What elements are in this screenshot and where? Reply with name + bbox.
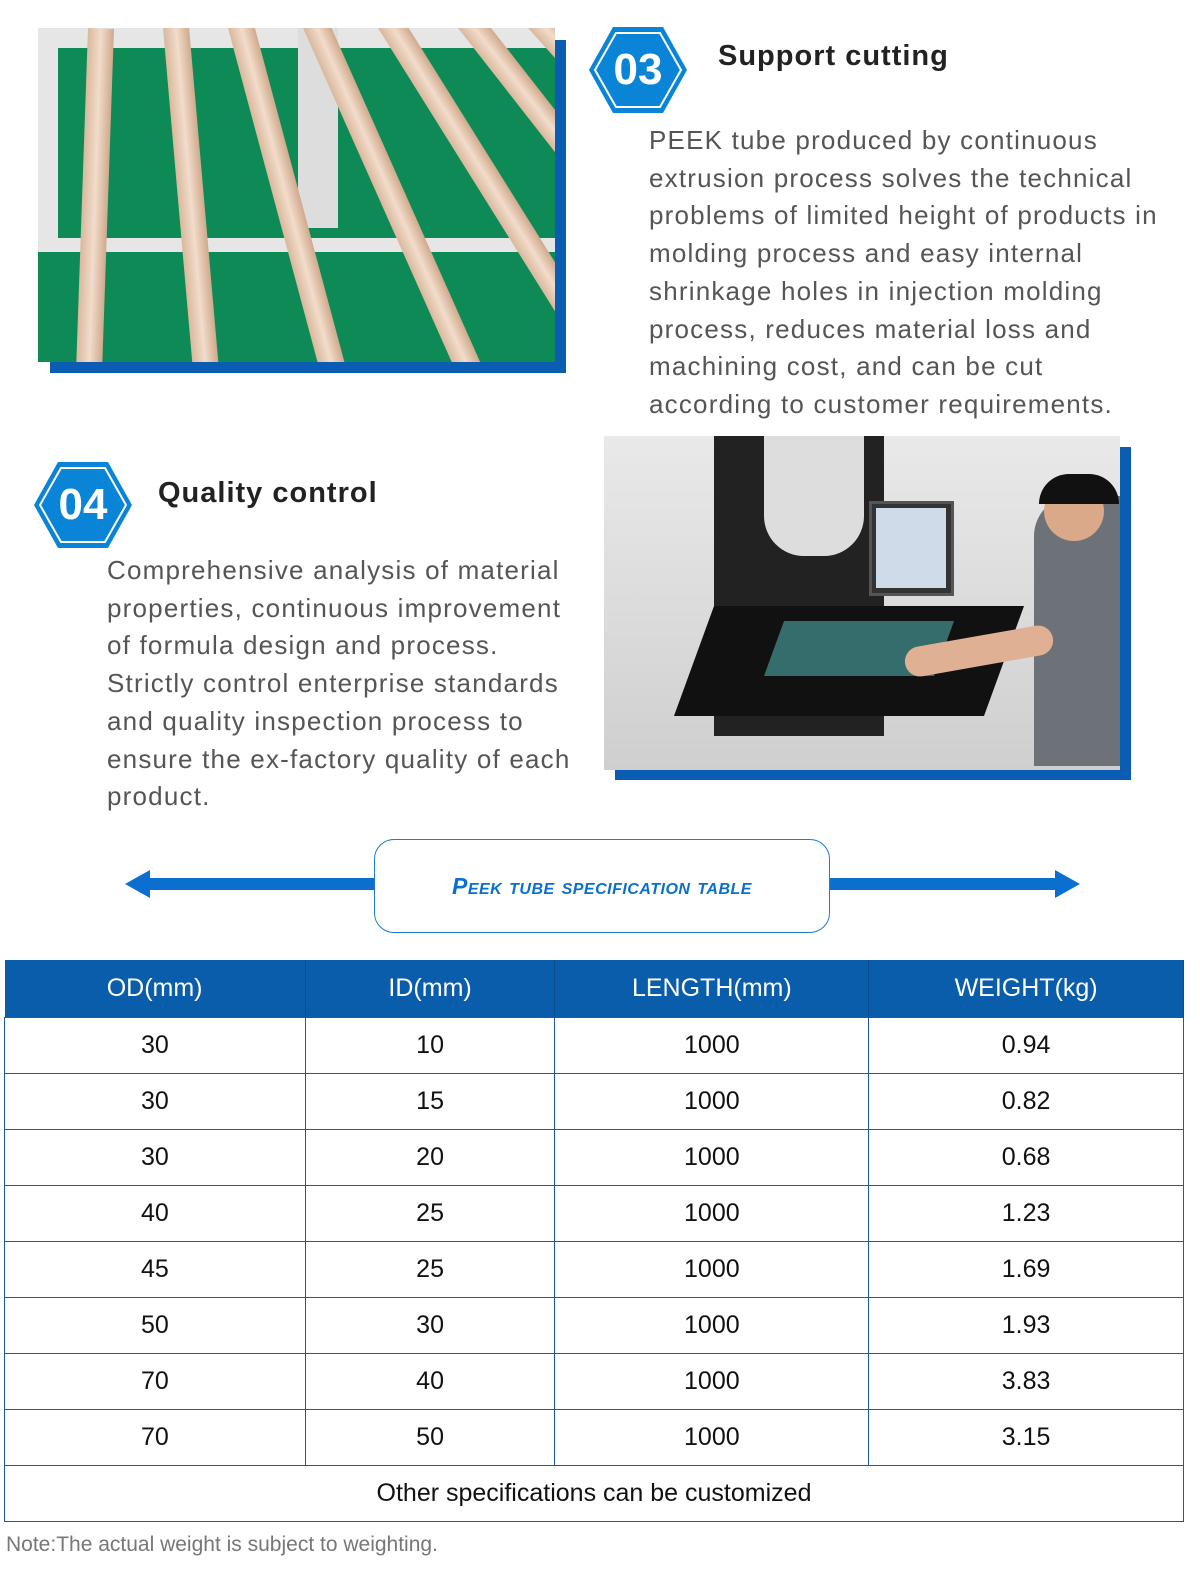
spec-table-title: Peek tube specification table <box>374 839 830 933</box>
table-cell: 3.83 <box>868 1352 1184 1410</box>
table-cell: 45 <box>4 1240 306 1298</box>
column-header: WEIGHT(kg) <box>868 960 1184 1017</box>
section-title: Support cutting <box>718 40 949 72</box>
table-row: 70 40 1000 3.83 <box>4 1352 1184 1410</box>
weight-note: Note:The actual weight is subject to wei… <box>6 1533 438 1556</box>
table-cell: 15 <box>304 1072 556 1130</box>
column-header: LENGTH(mm) <box>554 960 870 1017</box>
table-row: 30 15 1000 0.82 <box>4 1072 1184 1130</box>
table-cell: 70 <box>4 1352 306 1410</box>
section-number: 03 <box>613 45 663 94</box>
table-cell: 1.69 <box>868 1240 1184 1298</box>
table-cell: 1000 <box>554 1184 870 1242</box>
hexagon-badge-04 <box>34 462 132 548</box>
table-cell: 1000 <box>554 1408 870 1466</box>
section-text: PEEK tube produced by continuous extrusi… <box>649 125 1158 419</box>
table-cell: 1000 <box>554 1128 870 1186</box>
spec-table: OD(mm) ID(mm) LENGTH(mm) WEIGHT(kg) 30 10 100… <box>4 960 1184 1522</box>
table-row: 30 10 1000 0.94 <box>4 1016 1184 1074</box>
table-row: 70 50 1000 3.15 <box>4 1408 1184 1466</box>
hexagon-badge-03 <box>589 27 687 113</box>
table-cell: 1000 <box>554 1296 870 1354</box>
peek-tubes-photo <box>38 28 555 362</box>
table-cell: 40 <box>4 1184 306 1242</box>
table-cell: 1000 <box>554 1072 870 1130</box>
table-row: 50 30 1000 1.93 <box>4 1296 1184 1354</box>
table-cell: 25 <box>304 1240 556 1298</box>
table-cell: 0.68 <box>868 1128 1184 1186</box>
quality-inspection-photo <box>604 436 1120 770</box>
column-header: ID(mm) <box>305 960 556 1017</box>
table-cell: 50 <box>4 1296 306 1354</box>
table-cell: 0.82 <box>868 1072 1184 1130</box>
table-cell: 25 <box>304 1184 556 1242</box>
table-cell: 30 <box>4 1128 306 1186</box>
table-cell: 0.94 <box>868 1016 1184 1074</box>
column-header: OD(mm) <box>4 960 306 1017</box>
table-cell: 30 <box>4 1072 306 1130</box>
table-row: 40 25 1000 1.23 <box>4 1184 1184 1242</box>
table-cell: 10 <box>304 1016 556 1074</box>
table-header-row: OD(mm) ID(mm) LENGTH(mm) WEIGHT(kg) <box>4 960 1184 1017</box>
section-title: Quality control <box>158 477 378 509</box>
table-cell: 1000 <box>554 1240 870 1298</box>
table-cell: 1.93 <box>868 1296 1184 1354</box>
table-cell: 70 <box>4 1408 306 1466</box>
customization-note: Other specifications can be customized <box>4 1464 1184 1522</box>
table-row: 30 20 1000 0.68 <box>4 1128 1184 1186</box>
table-cell: 50 <box>304 1408 556 1466</box>
table-cell: 30 <box>304 1296 556 1354</box>
section-text: Comprehensive analysis of material prope… <box>107 555 571 812</box>
table-cell: 30 <box>4 1016 306 1074</box>
table-cell: 20 <box>304 1128 556 1186</box>
table-footer-row: Other specifications can be customized <box>4 1464 1184 1522</box>
table-cell: 1000 <box>554 1352 870 1410</box>
section-number: 04 <box>58 480 108 529</box>
table-cell: 1000 <box>554 1016 870 1074</box>
table-cell: 40 <box>304 1352 556 1410</box>
table-row: 45 25 1000 1.69 <box>4 1240 1184 1298</box>
table-cell: 1.23 <box>868 1184 1184 1242</box>
table-cell: 3.15 <box>868 1408 1184 1466</box>
